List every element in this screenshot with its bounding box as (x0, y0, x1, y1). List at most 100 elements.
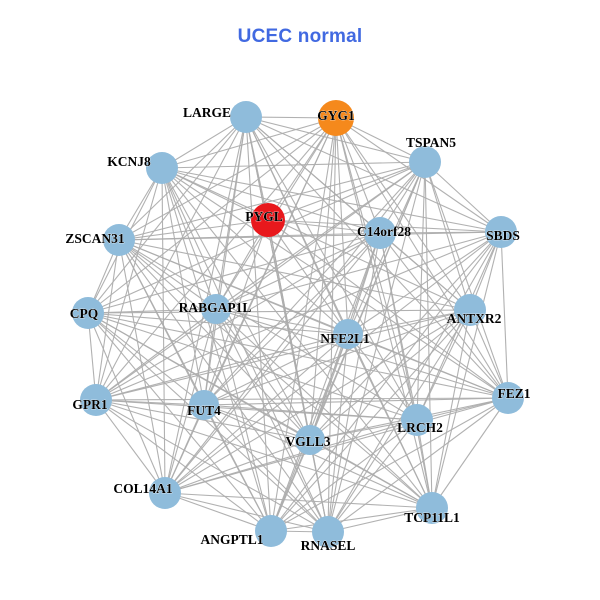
graph-edge (161, 167, 471, 311)
graph-node-c14orf28[interactable] (364, 217, 396, 249)
graph-edge (118, 232, 381, 241)
graph-edge (270, 117, 337, 532)
graph-edge (161, 167, 311, 441)
graph-edge (118, 117, 337, 241)
graph-edge (270, 397, 509, 532)
graph-node-kcnj8[interactable] (146, 152, 178, 184)
graph-node-label-angptl1: ANGPTL1 (200, 532, 263, 547)
graph-edge (87, 232, 381, 314)
graph-node-cpq[interactable] (72, 297, 104, 329)
graph-node-label-col14a1: COL14A1 (113, 481, 173, 496)
graph-edge (87, 312, 205, 406)
graph-edge (95, 239, 120, 401)
graph-edge (87, 116, 247, 314)
graph-edge (500, 231, 509, 399)
graph-edge (327, 419, 418, 533)
graph-edge (161, 117, 337, 169)
edge-layer (87, 116, 509, 533)
graph-edge (203, 404, 311, 441)
graph-edge (416, 161, 426, 421)
graph-node-tcp11l1[interactable] (416, 492, 448, 524)
graph-node-label-nfe2l1: NFE2L1 (320, 331, 370, 346)
graph-node-antxr2[interactable] (454, 294, 486, 326)
graph-node-label-tcp11l1: TCP11L1 (404, 510, 460, 525)
graph-edge (95, 308, 217, 401)
graph-edge (379, 232, 433, 509)
graph-edge (267, 219, 381, 234)
graph-edge (95, 309, 471, 401)
graph-edge (161, 167, 502, 233)
graph-edge (335, 117, 433, 509)
graph-edge (164, 492, 433, 509)
graph-edge (335, 117, 349, 335)
graph-edge (95, 399, 166, 494)
graph-edge (118, 239, 471, 311)
graph-edge (424, 161, 509, 399)
graph-node-gpr1[interactable] (80, 384, 112, 416)
graph-edge (118, 239, 418, 421)
graph-node-sbds[interactable] (485, 216, 517, 248)
graph-edge (118, 239, 166, 494)
graph-node-nfe2l1[interactable] (333, 319, 363, 349)
graph-node-gyg1[interactable] (318, 100, 354, 136)
graph-edge (203, 308, 217, 406)
graph-edge (95, 399, 272, 532)
graph-edge (203, 309, 471, 406)
graph-edge (309, 439, 433, 509)
graph-edge (431, 309, 471, 509)
graph-node-rnasel[interactable] (312, 516, 344, 548)
graph-edge (161, 167, 217, 310)
graph-edge (161, 167, 349, 335)
graph-edge (245, 116, 502, 233)
graph-edge (161, 167, 269, 221)
graph-edge (309, 419, 418, 441)
graph-node-tspan5[interactable] (409, 146, 441, 178)
graph-node-vgll3[interactable] (295, 425, 325, 455)
graph-node-label-tspan5: TSPAN5 (406, 135, 456, 150)
graph-node-label-lrch2: LRCH2 (397, 420, 443, 435)
graph-node-zscan31[interactable] (103, 224, 135, 256)
graph-edge (309, 231, 502, 441)
graph-edge (118, 239, 349, 335)
graph-node-col14a1[interactable] (149, 477, 181, 509)
graph-node-label-gpr1: GPR1 (72, 397, 107, 412)
graph-edge (87, 309, 471, 314)
graph-node-fez1[interactable] (492, 382, 524, 414)
graph-edge (95, 399, 311, 441)
graph-edge (270, 232, 381, 532)
graph-edge (203, 404, 329, 533)
graph-edge (95, 399, 205, 406)
graph-edge (215, 232, 381, 310)
graph-node-label-cpq: CPQ (70, 306, 99, 321)
graph-edge (416, 309, 471, 421)
graph-edge (347, 333, 509, 399)
graph-edge (215, 308, 272, 532)
graph-edge (267, 219, 311, 441)
graph-edge (161, 167, 381, 234)
graph-edge (327, 232, 381, 533)
graph-edge (203, 161, 426, 406)
graph-edge (203, 232, 381, 406)
graph-node-fut4[interactable] (189, 390, 219, 420)
graph-edge (347, 309, 471, 335)
graph-node-rabgap1l[interactable] (201, 294, 231, 324)
graph-edge (347, 231, 502, 335)
graph-edge (161, 116, 247, 169)
graph-edge (215, 308, 311, 441)
graph-node-label-vgll3: VGLL3 (285, 434, 330, 449)
graph-edge (327, 397, 509, 533)
graph-node-label-antxr2: ANTXR2 (447, 311, 502, 326)
graph-edge (327, 117, 337, 533)
graph-edge (164, 419, 418, 494)
graph-edge (245, 116, 509, 399)
graph-node-label-rnasel: RNASEL (301, 538, 356, 553)
graph-node-label-zscan31: ZSCAN31 (65, 231, 125, 246)
graph-node-label-gyg1: GYG1 (317, 108, 355, 123)
graph-edge (203, 333, 349, 406)
graph-edge (245, 116, 381, 234)
graph-node-lrch2[interactable] (401, 404, 433, 436)
graph-edge (164, 404, 205, 494)
graph-node-angptl1[interactable] (255, 515, 287, 547)
graph-node-pygl[interactable] (251, 203, 285, 237)
graph-node-large[interactable] (230, 101, 262, 133)
